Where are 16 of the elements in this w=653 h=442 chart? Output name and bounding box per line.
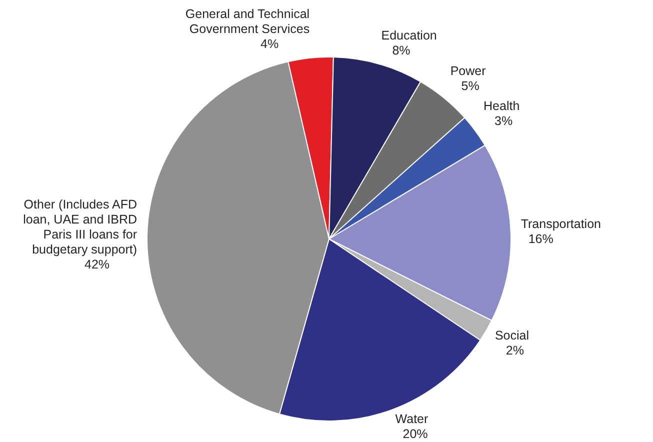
slice-label: Transportation [520,217,602,232]
data-label: 8% [392,43,410,58]
data-label: 4% [260,36,279,51]
slice-label: Education [381,28,437,42]
slice-label: Health [484,99,520,114]
data-label: 20% [402,427,428,442]
data-label: 42% [84,257,110,272]
slice-label: General and Technical Government Services [185,6,310,36]
slice-label: Social [494,328,529,343]
slice-label: Water [395,412,428,426]
data-label: 5% [461,79,480,94]
slice-label: Other (Includes AFD loan, UAE and IBRD Paris III loans for budgetary support) [23,197,138,256]
data-label: 3% [494,114,513,128]
data-label: 16% [528,232,554,246]
data-label: 2% [506,344,524,358]
slice-label: Power [450,64,486,78]
